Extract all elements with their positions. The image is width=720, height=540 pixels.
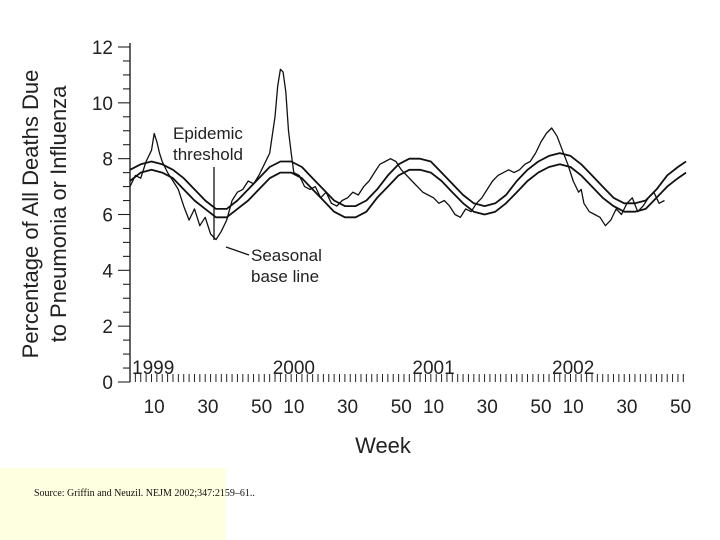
year-label: 2000: [273, 358, 315, 379]
epidemic-threshold-line: [129, 152, 687, 210]
x-axis: 10 30 50 10 30 50 10 30 50 10 30 50 1999 2000 2001 2002: [129, 358, 691, 418]
source-text: Source: Griffin and Neuzil. NEJM 2002;34…: [34, 488, 255, 499]
y-tick-label: 12: [92, 38, 113, 59]
x-tick-label: 30: [337, 397, 358, 418]
annotations: Epidemic threshold Seasonal base line: [173, 124, 322, 286]
year-label: 2001: [412, 358, 454, 379]
observed-deaths-line: [129, 68, 665, 241]
year-label: 1999: [132, 358, 174, 379]
x-tick-label: 50: [530, 397, 551, 418]
series-layer: [129, 68, 687, 241]
annotation-epidemic: Epidemic: [173, 124, 243, 143]
seasonal-baseline-line: [129, 163, 687, 219]
y-tick-label: 10: [92, 94, 113, 115]
y-tick-label: 2: [102, 317, 113, 338]
y-axis-label-line: to Pneumonia or Influenza: [46, 85, 71, 343]
x-tick-label: 30: [477, 397, 498, 418]
x-tick-label: 50: [670, 397, 691, 418]
x-tick-label: 10: [563, 397, 584, 418]
y-tick-label: 4: [102, 261, 113, 282]
x-tick-label: 30: [197, 397, 218, 418]
x-tick-label: 50: [391, 397, 412, 418]
annotation-threshold: threshold: [173, 145, 243, 164]
y-tick-label: 8: [102, 150, 113, 171]
y-tick-label: 0: [102, 373, 113, 394]
y-axis-label: Percentage of All Deaths Due to Pneumonia…: [18, 70, 71, 359]
year-label: 2002: [552, 358, 594, 379]
y-axis: 0 2 4 6 8 10 12: [92, 38, 131, 394]
x-tick-label: 50: [251, 397, 272, 418]
chart: Percentage of All Deaths Due to Pneumonia…: [18, 38, 691, 458]
x-tick-label: 10: [144, 397, 165, 418]
y-axis-label-line: Percentage of All Deaths Due: [18, 70, 43, 359]
x-axis-label: Week: [355, 433, 412, 458]
annotation-pointer-baseline: [225, 246, 250, 256]
x-tick-label: 10: [423, 397, 444, 418]
x-tick-label: 30: [616, 397, 637, 418]
x-tick-label: 10: [283, 397, 304, 418]
annotation-baseline: base line: [251, 267, 319, 286]
annotation-seasonal: Seasonal: [251, 246, 322, 265]
y-tick-label: 6: [102, 206, 113, 227]
source-box: Source: Griffin and Neuzil. NEJM 2002;34…: [0, 468, 255, 540]
